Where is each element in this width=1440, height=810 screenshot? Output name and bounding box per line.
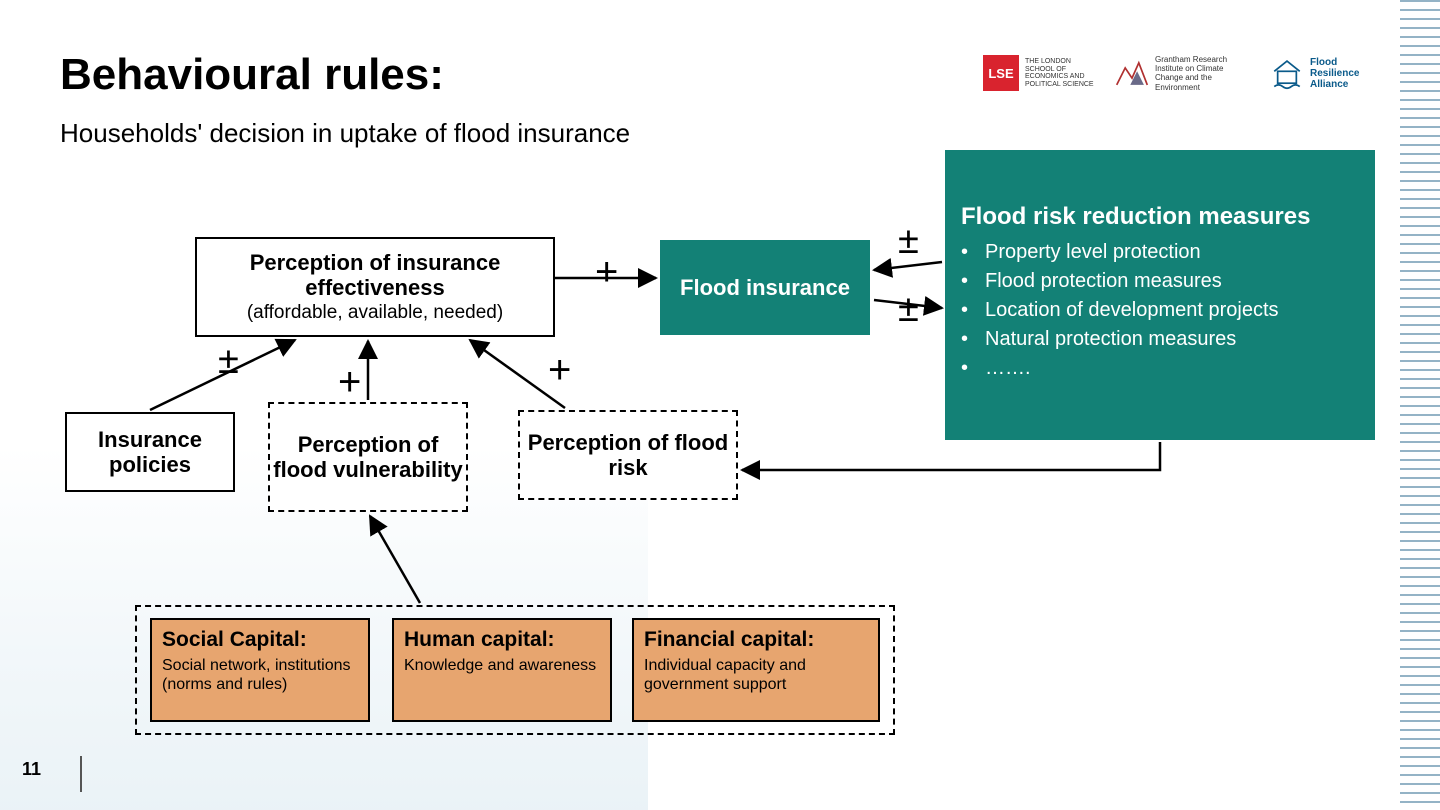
- capital-title: Financial capital:: [644, 628, 814, 652]
- bullet-text: Flood protection measures: [985, 269, 1222, 294]
- capital-social: Social Capital: Social network, institut…: [150, 618, 370, 722]
- bullet-item: •Natural protection measures: [961, 327, 1236, 352]
- bullet-item: •Property level protection: [961, 240, 1201, 265]
- node-title: Insurance policies: [67, 427, 233, 478]
- sign-pm-3: ±: [218, 342, 239, 380]
- page-tick: [80, 756, 82, 792]
- node-title: Perception of insurance effectiveness: [197, 250, 553, 301]
- capital-sub: Knowledge and awareness: [404, 656, 596, 675]
- node-title: Flood insurance: [680, 275, 850, 300]
- capital-financial: Financial capital: Individual capacity a…: [632, 618, 880, 722]
- panel-flood-risk-reduction: Flood risk reduction measures •Property …: [945, 150, 1375, 440]
- bullet-text: Location of development projects: [985, 298, 1279, 323]
- node-insurance-policies: Insurance policies: [65, 412, 235, 492]
- capital-sub: Individual capacity and government suppo…: [644, 656, 868, 694]
- panel-heading: Flood risk reduction measures: [961, 203, 1310, 231]
- sign-plus-2: +: [338, 362, 361, 402]
- bullet-item: •…….: [961, 356, 1031, 381]
- bullet-text: Property level protection: [985, 240, 1201, 265]
- node-flood-insurance: Flood insurance: [660, 240, 870, 335]
- bullet-text: …….: [985, 356, 1031, 381]
- capital-sub: Social network, institutions (norms and …: [162, 656, 358, 694]
- bullet-item: •Location of development projects: [961, 298, 1279, 323]
- node-perception-effectiveness: Perception of insurance effectiveness (a…: [195, 237, 555, 337]
- node-perception-vulnerability: Perception of flood vulnerability: [268, 402, 468, 512]
- sign-pm-1: ±: [898, 222, 919, 260]
- capital-human: Human capital: Knowledge and awareness: [392, 618, 612, 722]
- capital-title: Human capital:: [404, 628, 555, 652]
- bullet-item: •Flood protection measures: [961, 269, 1222, 294]
- node-perception-risk: Perception of flood risk: [518, 410, 738, 500]
- sign-plus-3: +: [548, 350, 571, 390]
- page-number: 11: [22, 759, 41, 780]
- sign-pm-2: ±: [898, 290, 919, 328]
- node-title: Perception of flood risk: [520, 430, 736, 481]
- node-title: Perception of flood vulnerability: [270, 432, 466, 483]
- capital-title: Social Capital:: [162, 628, 307, 652]
- node-sub: (affordable, available, needed): [247, 302, 503, 324]
- bullet-text: Natural protection measures: [985, 327, 1236, 352]
- sign-plus-1: +: [595, 252, 618, 292]
